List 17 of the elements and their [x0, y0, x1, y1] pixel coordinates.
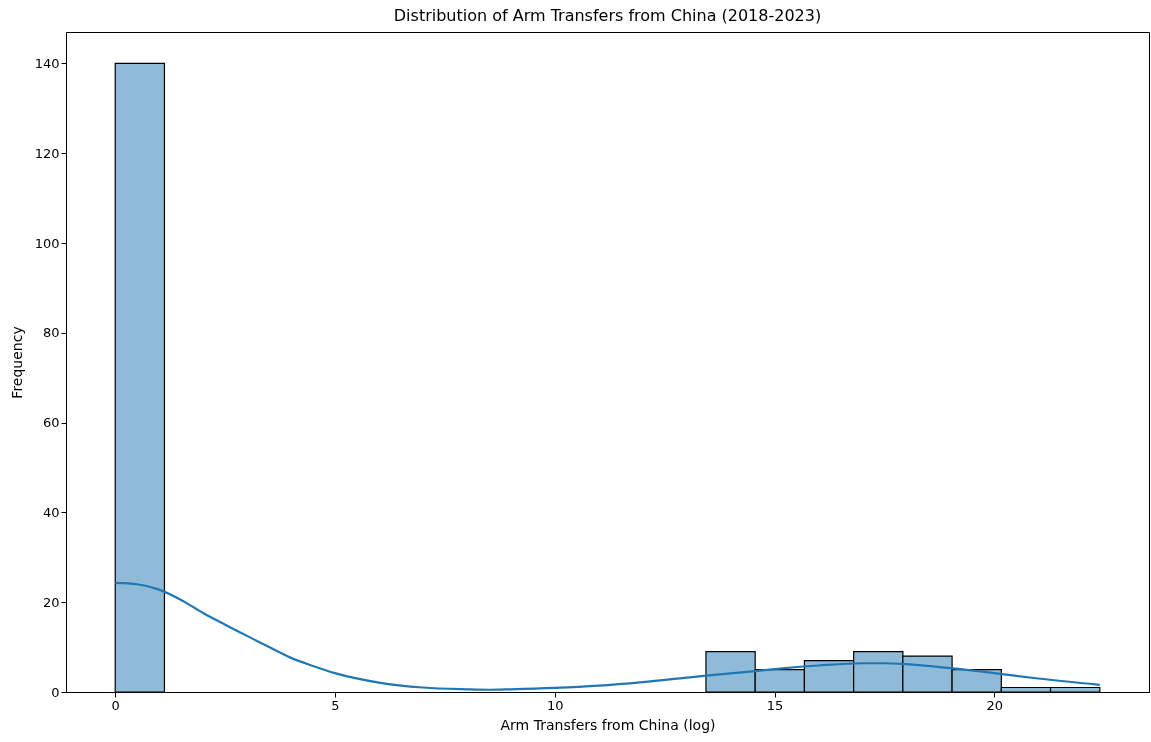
y-tick-label: 40: [42, 504, 60, 520]
x-tick-label: 15: [766, 697, 784, 713]
y-tick-label: 80: [42, 325, 60, 341]
x-tick-label: 5: [331, 697, 340, 713]
x-axis-title: Arm Transfers from China (log): [500, 716, 716, 733]
y-tick-label: 60: [42, 415, 60, 431]
x-tick-label: 0: [111, 697, 120, 713]
x-tick-label: 20: [986, 697, 1004, 713]
y-tick-label: 20: [42, 594, 60, 610]
chart-title: Distribution of Arm Transfers from China (2018-2023): [393, 6, 822, 25]
y-tick-label: 100: [34, 235, 60, 251]
x-tick-label: 10: [546, 697, 564, 713]
y-axis-title: Frequency: [8, 326, 25, 399]
y-tick-label: 120: [34, 145, 60, 161]
y-tick-label: 0: [51, 684, 60, 700]
y-tick-label: 140: [34, 55, 60, 71]
line-series: [114, 581, 1101, 691]
